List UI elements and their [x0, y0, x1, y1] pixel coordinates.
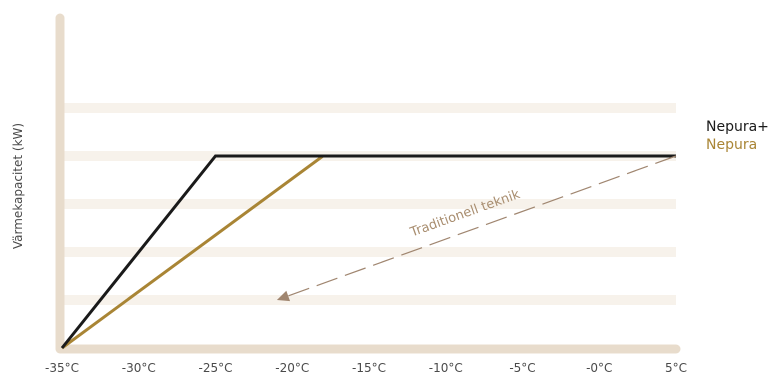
x-tick-label: -5°C: [509, 361, 535, 375]
x-tick-label: -30°C: [122, 361, 156, 375]
legend: Nepura+ Nepura: [706, 118, 769, 154]
x-tick-labels: -35°C -30°C -25°C -20°C -15°C -10°C -5°C -0°C 5°…: [45, 361, 687, 375]
x-tick-label: -35°C: [45, 361, 79, 375]
x-tick-label: -20°C: [275, 361, 309, 375]
annotation: Traditionell teknik: [276, 155, 677, 302]
legend-item-nepura-plus: Nepura+: [706, 119, 769, 135]
axes: [55, 13, 681, 354]
series-line-nepura-plus: [60, 154, 676, 349]
x-tick-label: -10°C: [429, 361, 463, 375]
x-tick-label: 5°C: [665, 361, 687, 375]
annotation-arrow-head: [276, 290, 291, 302]
gridlines: [64, 103, 676, 305]
x-tick-label: -15°C: [352, 361, 386, 375]
x-tick-label: -0°C: [586, 361, 612, 375]
annotation-arrow-line: [287, 155, 677, 297]
y-axis-label: Värmekapacitet (kW): [11, 123, 25, 249]
x-tick-label: -25°C: [199, 361, 233, 375]
legend-item-nepura: Nepura: [706, 137, 758, 153]
series-lines: [60, 154, 676, 350]
